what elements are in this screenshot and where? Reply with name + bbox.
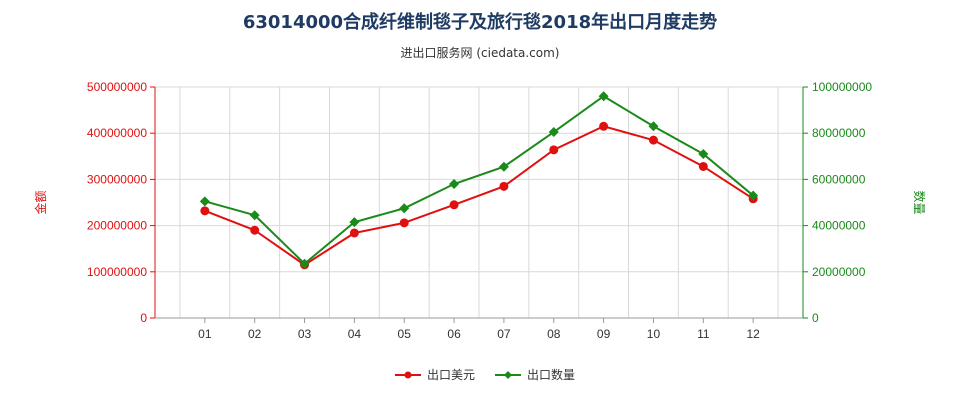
x-tick-label: 12 xyxy=(746,327,760,341)
series-2-marker xyxy=(648,121,659,132)
legend-swatch-marker xyxy=(504,371,512,379)
series-2-marker xyxy=(249,210,260,221)
y-axis-title-right: 数量 xyxy=(912,190,927,214)
series-2-marker xyxy=(199,196,210,207)
series-2-marker xyxy=(498,161,509,172)
series-1-marker xyxy=(698,161,708,171)
series-2-marker xyxy=(698,148,709,159)
series-1-marker xyxy=(250,225,260,235)
x-tick-label: 01 xyxy=(198,327,212,341)
series-1-marker xyxy=(599,121,609,131)
grid-layer xyxy=(155,86,803,319)
x-tick-label: 04 xyxy=(348,327,362,341)
y-tick-label-right: 60000000 xyxy=(812,172,866,186)
series-1-marker xyxy=(499,181,509,191)
axes-layer: 0100000000200000000300000000400000000500… xyxy=(33,80,927,341)
x-tick-label: 02 xyxy=(248,327,262,341)
y-tick-label-right: 80000000 xyxy=(812,126,866,140)
y-tick-label-left: 500000000 xyxy=(87,80,147,94)
legend-swatch-marker xyxy=(404,371,412,379)
y-tick-label-left: 0 xyxy=(140,311,147,325)
series-1-marker xyxy=(200,206,210,216)
series-1-marker xyxy=(449,200,459,210)
y-tick-label-left: 300000000 xyxy=(87,172,147,186)
series-2-marker xyxy=(548,127,559,138)
series-2-marker xyxy=(748,190,759,201)
chart-subtitle: 进出口服务网 (ciedata.com) xyxy=(400,46,560,60)
series-2-marker xyxy=(399,203,410,214)
x-tick-label: 11 xyxy=(697,327,710,341)
series-1-marker xyxy=(549,145,559,155)
x-tick-label: 09 xyxy=(597,327,611,341)
series-1-marker xyxy=(349,228,359,238)
x-tick-label: 07 xyxy=(497,327,511,341)
series-1-marker xyxy=(648,135,658,145)
y-tick-label-right: 40000000 xyxy=(812,219,866,233)
series-2-marker xyxy=(349,217,360,228)
legend-layer: 出口美元 出口数量 xyxy=(395,367,575,382)
y-tick-label-left: 200000000 xyxy=(87,219,147,233)
series-1-marker xyxy=(399,218,409,228)
x-tick-label: 10 xyxy=(647,327,661,341)
y-axis-title-left: 金额 xyxy=(33,190,48,214)
x-tick-label: 03 xyxy=(298,327,312,341)
legend-label: 出口数量 xyxy=(527,367,575,382)
chart-title: 63014000合成纤维制毯子及旅行毯2018年出口月度走势 xyxy=(242,12,718,33)
legend-label: 出口美元 xyxy=(427,368,475,382)
y-tick-label-right: 20000000 xyxy=(812,265,866,279)
series-2-marker xyxy=(449,179,460,190)
y-tick-label-right: 0 xyxy=(812,311,819,325)
series-line-1 xyxy=(204,125,754,267)
x-tick-label: 06 xyxy=(447,327,461,341)
series-layer xyxy=(199,91,759,270)
y-tick-label-right: 100000000 xyxy=(812,80,872,94)
y-tick-label-left: 100000000 xyxy=(87,265,147,279)
y-tick-label-left: 400000000 xyxy=(87,126,147,140)
series-line-2 xyxy=(204,95,754,266)
x-tick-label: 08 xyxy=(547,327,561,341)
series-2-marker xyxy=(598,91,609,102)
series-2-marker xyxy=(299,258,310,269)
x-tick-label: 05 xyxy=(398,327,412,341)
